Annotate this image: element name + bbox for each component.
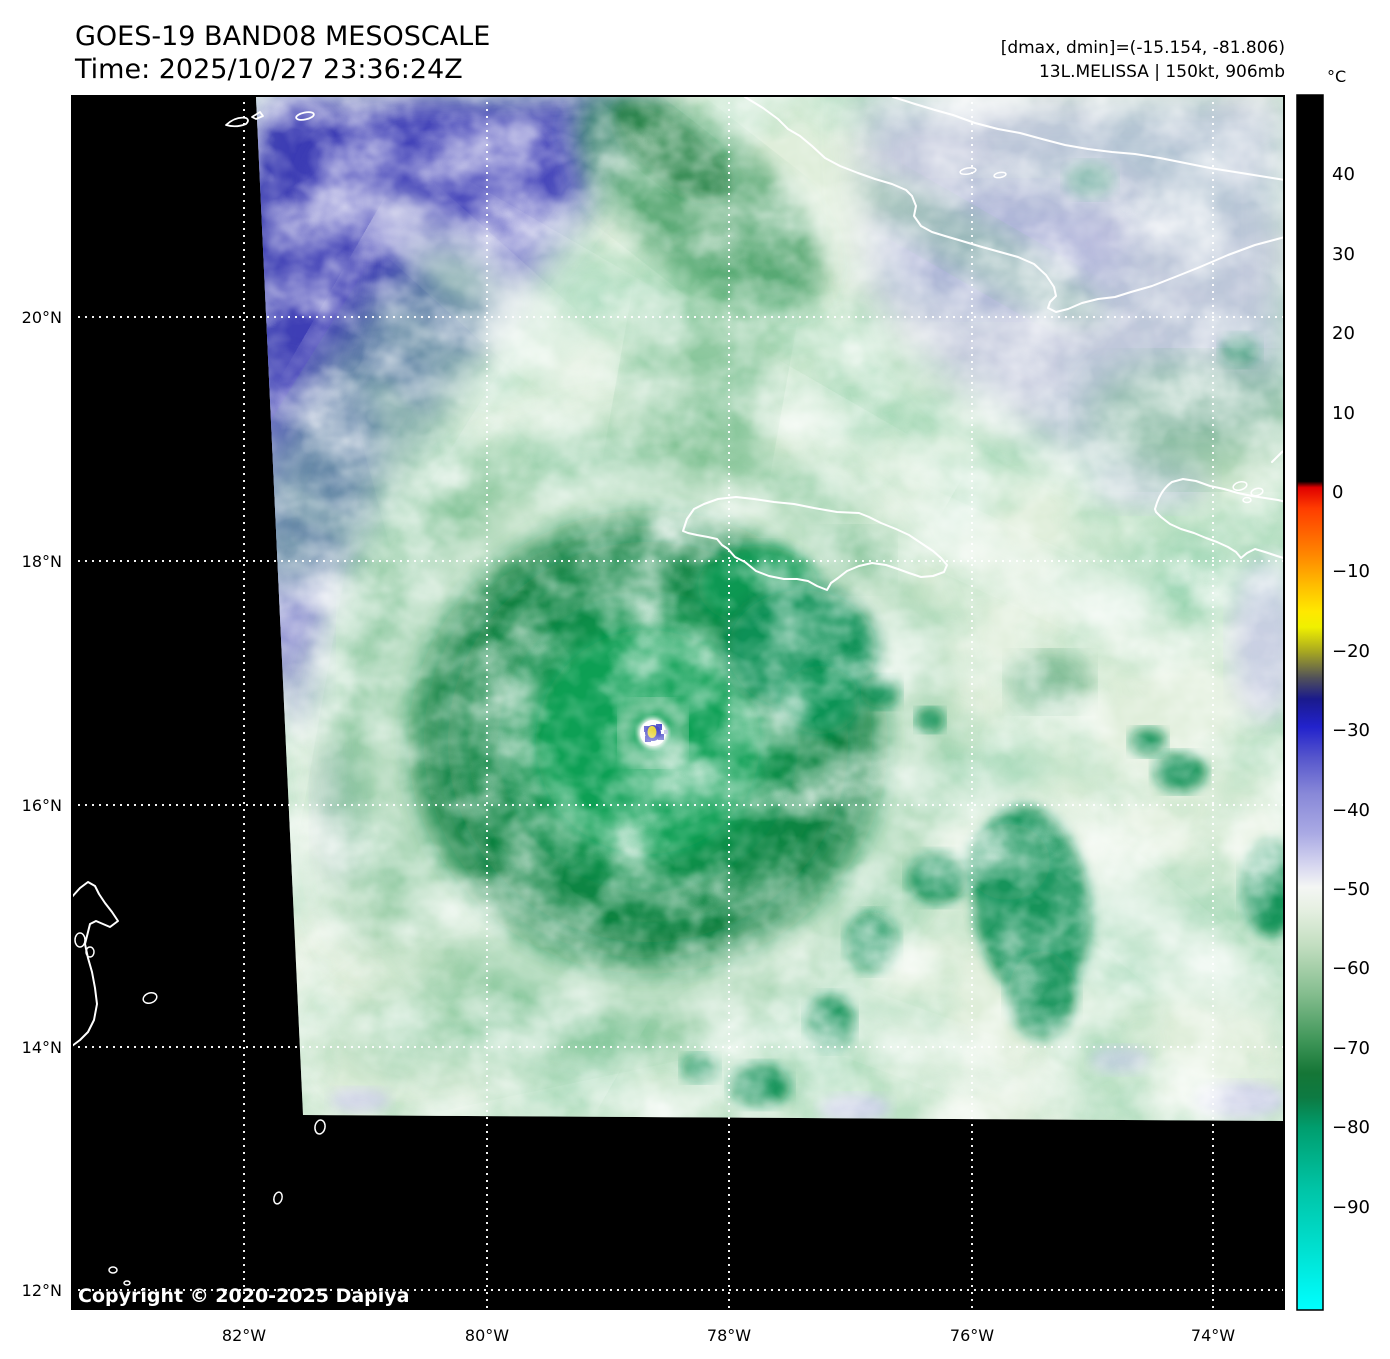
lon-tick-label: 78°W bbox=[707, 1326, 751, 1345]
small-island bbox=[314, 1119, 326, 1135]
colorbar-tick-label: 30 bbox=[1332, 244, 1355, 265]
coastline-central-america bbox=[70, 881, 119, 1047]
lat-tick-label: 18°N bbox=[22, 552, 62, 571]
colorbar: °C 40 30 20 10 0 −10 −20 −30 −40 −50 −60… bbox=[1296, 67, 1370, 1311]
colorbar-unit-label: °C bbox=[1327, 67, 1346, 86]
coastline-cuba-south bbox=[744, 96, 1286, 313]
gonave-islets bbox=[1242, 496, 1252, 504]
extrema-readout: [dmax, dmin]=(-15.154, -81.806) bbox=[1001, 38, 1285, 58]
coastline-jamaica bbox=[682, 496, 948, 591]
cayman-islands bbox=[295, 111, 315, 121]
colorbar-tick-label: 20 bbox=[1332, 323, 1355, 344]
coastline-hispaniola-north bbox=[1154, 478, 1291, 510]
coastline-hispaniola-northwest bbox=[1271, 446, 1291, 463]
small-island bbox=[108, 1266, 118, 1274]
coastlines bbox=[70, 96, 1291, 1286]
lon-tick-label: 74°W bbox=[1191, 1326, 1235, 1345]
gonave-islets bbox=[1232, 480, 1248, 492]
gonave-islets bbox=[1250, 487, 1264, 497]
colorbar-tick-label: −70 bbox=[1332, 1038, 1370, 1059]
colorbar-tick-label: −60 bbox=[1332, 958, 1370, 979]
cuba-cays bbox=[959, 166, 977, 176]
lagoon-loop bbox=[85, 946, 95, 958]
colorbar-tick-label: −90 bbox=[1332, 1197, 1370, 1218]
copyright-text: Copyright © 2020-2025 Dapiya bbox=[78, 1285, 409, 1307]
lat-axis: 20°N 18°N 16°N 14°N 12°N bbox=[22, 308, 62, 1300]
colorbar-tick-label: −40 bbox=[1332, 800, 1370, 821]
lat-tick-label: 20°N bbox=[22, 308, 62, 327]
cayman-islands bbox=[251, 111, 264, 120]
data-sector bbox=[256, 97, 1285, 1121]
cloud-texture-grain bbox=[256, 97, 1285, 1121]
figure-header: GOES-19 BAND08 MESOSCALE Time: 2025/10/2… bbox=[74, 21, 1285, 85]
colorbar-tick-label: −80 bbox=[1332, 1117, 1370, 1138]
lat-tick-label: 16°N bbox=[22, 796, 62, 815]
cuba-cays bbox=[993, 171, 1007, 179]
small-island bbox=[273, 1191, 283, 1205]
lat-tick-label: 12°N bbox=[22, 1281, 62, 1300]
storm-readout: 13L.MELISSA | 150kt, 906mb bbox=[1039, 62, 1285, 82]
lon-tick-label: 80°W bbox=[465, 1326, 509, 1345]
colorbar-tick-label: 0 bbox=[1332, 482, 1343, 503]
lat-tick-label: 14°N bbox=[22, 1038, 62, 1057]
coastline-cuba-north bbox=[892, 96, 1286, 181]
colorbar-tick-label: −30 bbox=[1332, 720, 1370, 741]
lon-tick-label: 82°W bbox=[222, 1326, 266, 1345]
colorbar-tick-label: 10 bbox=[1332, 403, 1355, 424]
colorbar-tick-label: −20 bbox=[1332, 641, 1370, 662]
lon-axis: 82°W 80°W 78°W 76°W 74°W bbox=[222, 1326, 1235, 1345]
figure-title: GOES-19 BAND08 MESOSCALE bbox=[75, 21, 490, 52]
colorbar-tick-label: −10 bbox=[1332, 561, 1370, 582]
map-frame bbox=[71, 95, 1285, 1310]
lon-tick-label: 76°W bbox=[950, 1326, 994, 1345]
figure-time: Time: 2025/10/27 23:36:24Z bbox=[74, 54, 463, 85]
colorbar-tick-label: 40 bbox=[1332, 164, 1355, 185]
colorbar-gradient bbox=[1296, 94, 1324, 1311]
map-plot: Copyright © 2020-2025 Dapiya bbox=[70, 95, 1291, 1310]
small-island bbox=[142, 991, 158, 1005]
small-island bbox=[123, 1280, 131, 1286]
cayman-islands bbox=[225, 116, 249, 128]
lagoon-loop bbox=[74, 932, 86, 948]
colorbar-tick-labels: 40 30 20 10 0 −10 −20 −30 −40 −50 −60 −7… bbox=[1332, 164, 1370, 1218]
coastline-hispaniola-south bbox=[1154, 508, 1291, 561]
colorbar-tick-label: −50 bbox=[1332, 879, 1370, 900]
